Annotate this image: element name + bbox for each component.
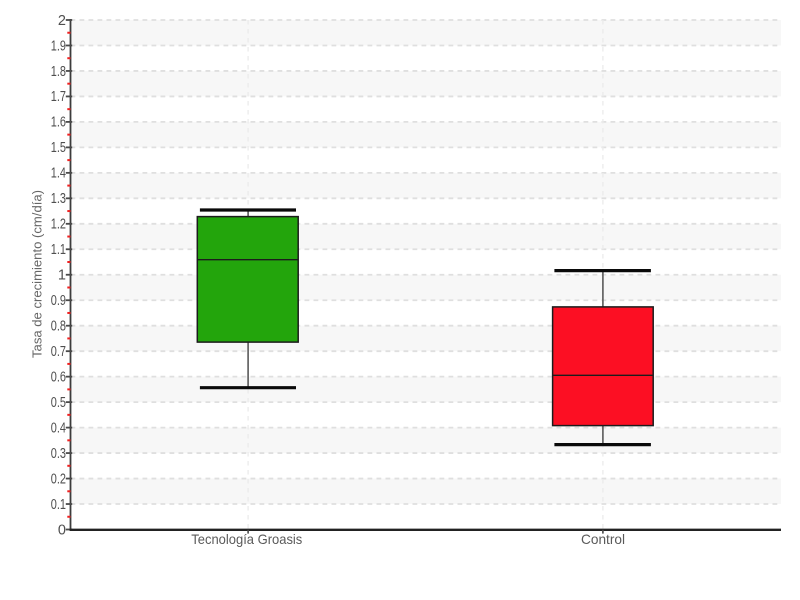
svg-text:0.8: 0.8 [51,319,66,335]
svg-text:0.4: 0.4 [51,420,66,436]
svg-text:2: 2 [58,13,66,29]
svg-text:0.6: 0.6 [51,369,66,385]
svg-text:Tasa de crecimiento (cm/día): Tasa de crecimiento (cm/día) [30,190,45,358]
svg-text:0.9: 0.9 [51,293,66,309]
svg-text:1.6: 1.6 [51,115,66,131]
svg-text:1.7: 1.7 [51,89,66,105]
svg-text:1.5: 1.5 [51,140,66,156]
svg-text:1.1: 1.1 [51,242,66,258]
svg-text:1.3: 1.3 [51,191,66,207]
svg-text:1.4: 1.4 [51,166,66,182]
svg-text:Control: Control [581,531,625,547]
svg-text:0: 0 [58,522,66,538]
svg-text:1.9: 1.9 [51,38,66,54]
svg-text:0.2: 0.2 [51,471,66,487]
svg-text:0.7: 0.7 [51,344,66,360]
svg-text:0.1: 0.1 [51,497,66,513]
svg-text:Tecnología Groasis: Tecnología Groasis [191,531,302,547]
svg-text:0.5: 0.5 [51,395,66,411]
svg-text:1.2: 1.2 [51,217,66,233]
svg-text:1: 1 [58,268,66,284]
svg-text:1.8: 1.8 [51,64,66,80]
svg-text:0.3: 0.3 [51,446,66,462]
